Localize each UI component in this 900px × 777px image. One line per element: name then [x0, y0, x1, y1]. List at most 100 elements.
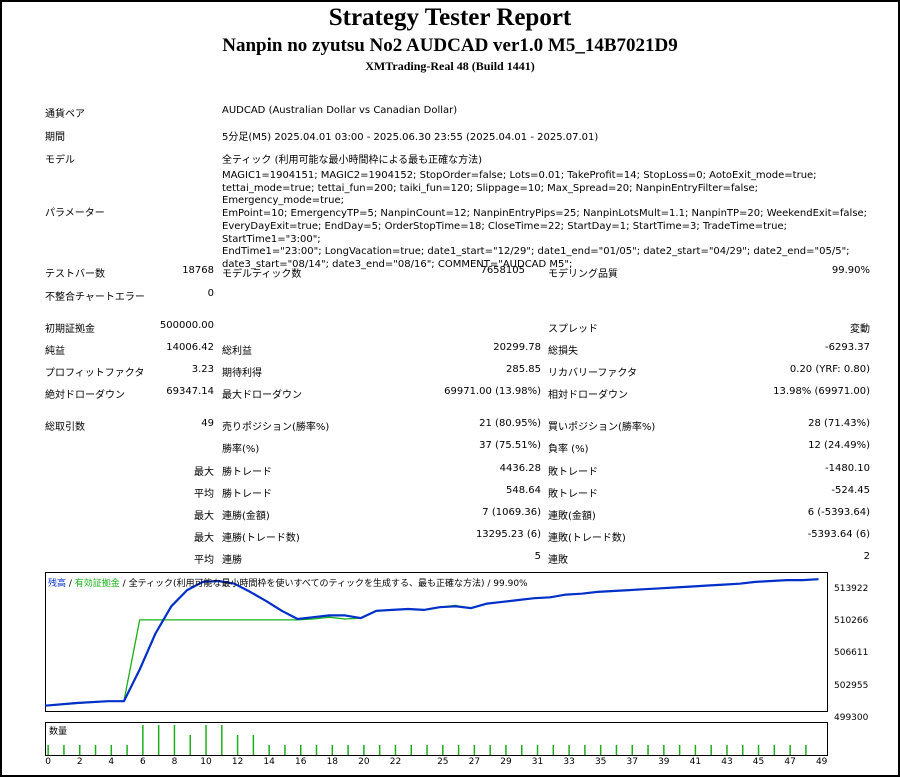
- legend-balance: 残高: [48, 579, 67, 589]
- period-label: 期間: [45, 132, 65, 143]
- cons-win-cnt-value: 13295.23 (6): [475, 529, 541, 540]
- max-word: 最大: [194, 511, 214, 522]
- ticks-value: 7658105: [480, 265, 525, 276]
- x-tick-label: 33: [563, 757, 575, 767]
- cons-win-amt-label: 連勝(金額): [222, 511, 270, 522]
- params-value: MAGIC1=1904151; MAGIC2=1904152; StopOrde…: [222, 170, 872, 272]
- avg-cons-win-label: 連勝: [222, 555, 242, 566]
- params-line: EveryDayExit=true; EndDay=5; OrderStopTi…: [222, 220, 788, 245]
- spread-value: 変動: [850, 324, 870, 335]
- params-label: パラメーター: [45, 208, 105, 219]
- x-tick-label: 31: [531, 757, 544, 767]
- volume-border: [45, 722, 828, 756]
- x-tick-label: 4: [108, 757, 115, 767]
- x-tick-label: 49: [815, 757, 828, 767]
- avg-word: 平均: [194, 489, 214, 500]
- x-tick-label: 29: [500, 757, 512, 767]
- quality-value: 99.90%: [831, 265, 870, 276]
- net-value: 14006.42: [166, 342, 214, 353]
- chart-border: [45, 572, 828, 712]
- avg-loss-label: 敗トレード: [548, 489, 598, 500]
- expected-label: 期待利得: [222, 368, 262, 379]
- bars-value: 18768: [182, 265, 214, 276]
- recovery-label: リカバリーファクタ: [548, 368, 637, 379]
- chart-legend: 残高 / 有効証拠金 / 全ティック(利用可能な最小時間枠を使いすべてのティック…: [48, 576, 528, 589]
- pf-label: プロフィットファクタ: [45, 368, 145, 379]
- y-tick-label: 513922: [834, 584, 869, 594]
- x-tick-label: 2: [76, 757, 83, 767]
- x-tick-label: 45: [752, 757, 765, 767]
- cons-win-cnt-label: 連勝(トレード数): [222, 533, 300, 544]
- x-tick-label: 0: [45, 757, 52, 767]
- x-tick-label: 41: [689, 757, 702, 767]
- legend-separator: /: [484, 579, 494, 589]
- winrate-value: 37 (75.51%): [479, 440, 541, 451]
- mismatch-value: 0: [207, 288, 214, 299]
- deposit-label: 初期証拠金: [45, 324, 95, 335]
- pair-value: AUDCAD (Australian Dollar vs Canadian Do…: [222, 105, 458, 116]
- params-line: date3_start="08/14"; date3_end="08/16"; …: [222, 258, 573, 270]
- y-tick-label: 499300: [834, 713, 869, 723]
- abs-dd-value: 69347.14: [166, 386, 214, 397]
- mismatch-label: 不整合チャートエラー: [45, 292, 145, 303]
- max-dd-label: 最大ドローダウン: [222, 390, 302, 401]
- avg-cons-loss-label: 連敗: [548, 555, 568, 566]
- gross-profit-label: 総利益: [222, 346, 252, 357]
- x-tick-label: 27: [468, 757, 481, 767]
- server-info: XMTrading-Real 48 (Build 1441): [365, 59, 535, 73]
- avg-cons-loss-value: 2: [863, 551, 870, 562]
- rel-dd-value: 13.98% (69971.00): [773, 386, 870, 397]
- report-title: Strategy Tester Report: [328, 4, 572, 31]
- params-line: MAGIC1=1904151; MAGIC2=1904152; StopOrde…: [222, 170, 817, 181]
- pair-label: 通貨ペア: [45, 109, 85, 120]
- short-value: 21 (80.95%): [479, 418, 541, 429]
- avg-loss-value: -524.45: [831, 485, 870, 496]
- max-word: 最大: [194, 467, 214, 478]
- x-tick-label: 39: [658, 757, 670, 767]
- x-tick-label: 8: [171, 757, 178, 767]
- cons-loss-amt-label: 連敗(金額): [548, 511, 596, 522]
- max-loss-label: 敗トレード: [548, 467, 598, 478]
- deposit-value: 500000.00: [159, 320, 214, 331]
- gross-loss-label: 総損失: [548, 346, 578, 357]
- total-trades-label: 総取引数: [45, 422, 85, 433]
- rel-dd-label: 相対ドローダウン: [548, 390, 628, 401]
- gross-profit-value: 20299.78: [493, 342, 541, 353]
- avg-win-value: 548.64: [506, 485, 541, 496]
- legend-equity: 有効証拠金: [74, 579, 120, 589]
- balance-chart: [45, 572, 828, 712]
- report-subtitle: Nanpin no zyutsu No2 AUDCAD ver1.0 M5_14…: [222, 35, 678, 56]
- x-tick-label: 6: [140, 757, 146, 767]
- short-label: 売りポジション(勝率%): [222, 422, 330, 433]
- lossrate-label: 負率 (%): [548, 444, 589, 455]
- x-tick-label: 22: [389, 757, 402, 767]
- x-tick-label: 12: [231, 757, 244, 767]
- bars-label: テストバー数: [45, 269, 105, 280]
- abs-dd-label: 絶対ドローダウン: [45, 390, 125, 401]
- y-tick-label: 502955: [834, 681, 869, 691]
- spread-label: スプレッド: [548, 324, 598, 335]
- x-tick-label: 18: [326, 757, 339, 767]
- avg-word: 平均: [194, 555, 214, 566]
- net-label: 純益: [45, 346, 65, 357]
- cons-loss-amt-value: 6 (-5393.64): [807, 507, 870, 518]
- cons-loss-cnt-label: 連敗(トレード数): [548, 533, 626, 544]
- x-tick-label: 25: [437, 757, 449, 767]
- max-win-value: 4436.28: [499, 463, 541, 474]
- volume-chart: [45, 722, 828, 756]
- legend-separator: /: [66, 579, 75, 589]
- ticks-label: モデルティック数: [222, 269, 302, 280]
- long-value: 28 (71.43%): [808, 418, 870, 429]
- recovery-value: 0.20 (YRF: 0.80): [789, 364, 870, 375]
- legend-separator: /: [119, 579, 129, 589]
- x-tick-label: 47: [784, 757, 796, 767]
- expected-value: 285.85: [506, 364, 541, 375]
- x-tick-label: 16: [295, 757, 307, 767]
- y-tick-label: 510266: [834, 616, 869, 626]
- winrate-label: 勝率(%): [222, 444, 260, 455]
- pf-value: 3.23: [191, 364, 214, 375]
- max-loss-value: -1480.10: [825, 463, 870, 474]
- x-tick-label: 35: [594, 757, 607, 767]
- period-value: 5分足(M5) 2025.04.01 03:00 - 2025.06.30 23…: [222, 132, 599, 143]
